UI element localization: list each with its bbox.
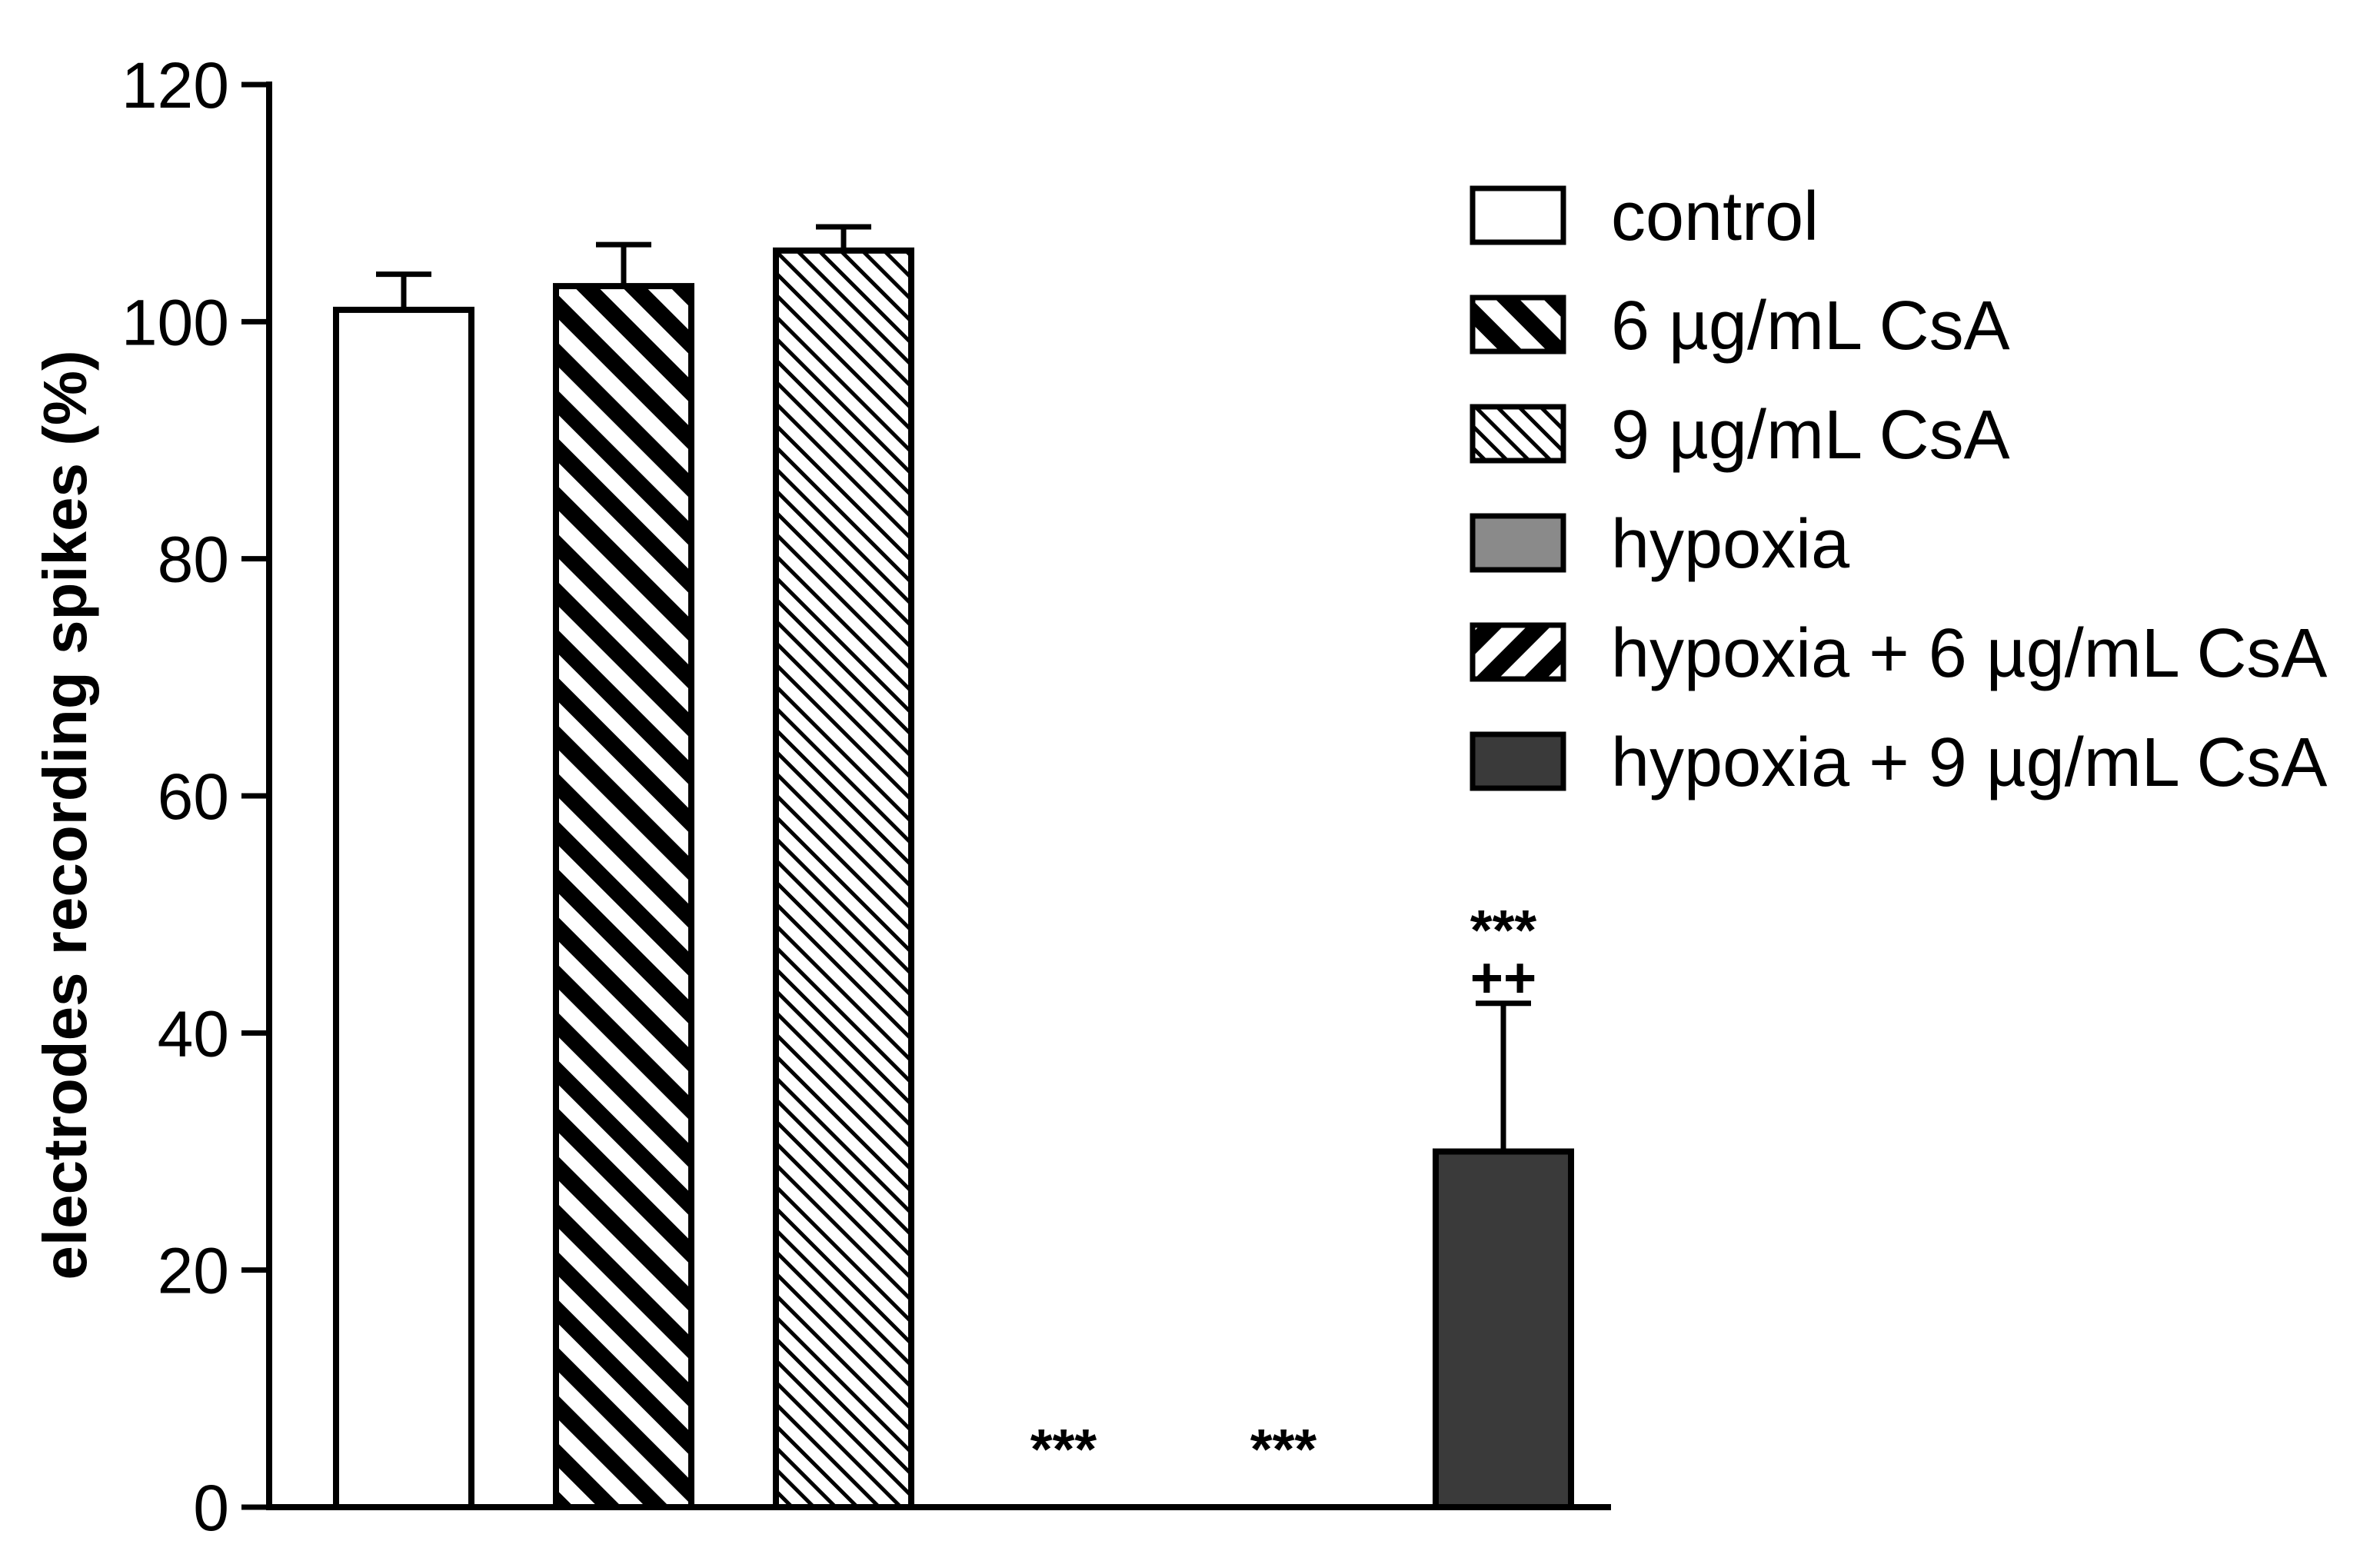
y-tick-label: 40 xyxy=(158,997,229,1070)
legend-swatch xyxy=(1470,622,1566,682)
y-axis-label: electrodes recording spikes (%) xyxy=(31,350,99,1280)
legend-item: hypoxia xyxy=(1470,506,1850,583)
y-tick-label: 80 xyxy=(158,524,229,596)
legend-swatch xyxy=(1470,295,1566,354)
y-tick-label: 0 xyxy=(193,1472,229,1541)
bar-group xyxy=(773,224,914,1510)
bar-group: *** xyxy=(1030,1417,1097,1481)
significance-label: *** xyxy=(1030,1417,1097,1481)
bar-group xyxy=(553,241,694,1510)
legend: control 6 µg/mL CsA 9 µg/mL CsA hypoxia hypo… xyxy=(1470,178,2327,801)
bar xyxy=(1433,1148,1574,1510)
significance-label: *** xyxy=(1470,898,1537,962)
legend-item: 9 µg/mL CsA xyxy=(1470,397,2010,474)
bar-group: *** xyxy=(1250,1417,1317,1481)
legend-label: 6 µg/mL CsA xyxy=(1611,288,2010,364)
legend-item: hypoxia + 6 µg/mL CsA xyxy=(1470,615,2327,692)
significance-label: ++ xyxy=(1470,946,1536,1010)
y-tick-label: 60 xyxy=(158,761,229,833)
legend-label: hypoxia + 9 µg/mL CsA xyxy=(1611,724,2327,801)
bar xyxy=(773,247,914,1510)
bars: *** ***++*** xyxy=(333,224,1574,1511)
significance-label: *** xyxy=(1250,1417,1317,1481)
legend-label: hypoxia xyxy=(1611,506,1850,583)
legend-label: 9 µg/mL CsA xyxy=(1611,397,2010,474)
y-axis: 0 20 40 60 80 100 120 xyxy=(121,49,272,1541)
legend-swatch xyxy=(1470,513,1566,573)
bar xyxy=(553,283,694,1510)
legend-item: 6 µg/mL CsA xyxy=(1470,288,2010,364)
y-tick-label: 120 xyxy=(121,49,229,121)
legend-swatch xyxy=(1470,731,1566,791)
bar-group: ++*** xyxy=(1433,898,1574,1510)
legend-swatch xyxy=(1470,185,1566,245)
legend-item: hypoxia + 9 µg/mL CsA xyxy=(1470,724,2327,801)
y-tick-label: 100 xyxy=(121,286,229,358)
y-tick-label: 20 xyxy=(158,1235,229,1307)
legend-swatch xyxy=(1470,404,1566,464)
legend-label: control xyxy=(1611,178,1819,255)
bar-group xyxy=(333,271,474,1511)
legend-item: control xyxy=(1470,178,1819,255)
legend-label: hypoxia + 6 µg/mL CsA xyxy=(1611,615,2327,692)
bar xyxy=(333,306,474,1511)
